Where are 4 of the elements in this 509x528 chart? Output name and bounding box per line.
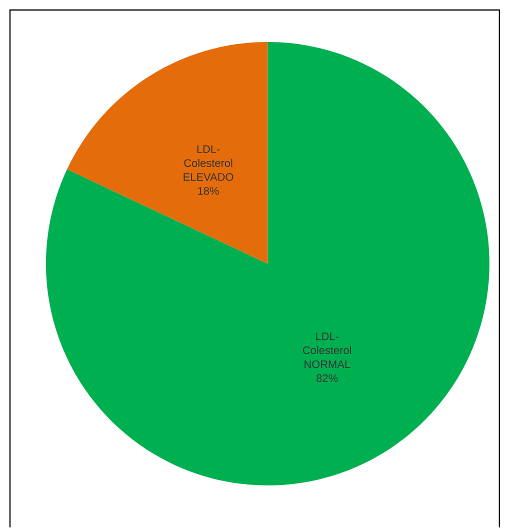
data-label: 18% xyxy=(198,187,219,195)
slice-label: LDL-Colesterol ELEVADO xyxy=(184,145,234,181)
slice-label: LDL-Colesterol NORMAL xyxy=(302,332,351,368)
data-label: 82% xyxy=(316,374,338,382)
